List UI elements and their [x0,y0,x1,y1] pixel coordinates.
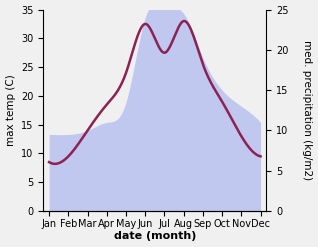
Y-axis label: max temp (C): max temp (C) [5,74,16,146]
X-axis label: date (month): date (month) [114,231,196,242]
Y-axis label: med. precipitation (kg/m2): med. precipitation (kg/m2) [302,40,313,180]
